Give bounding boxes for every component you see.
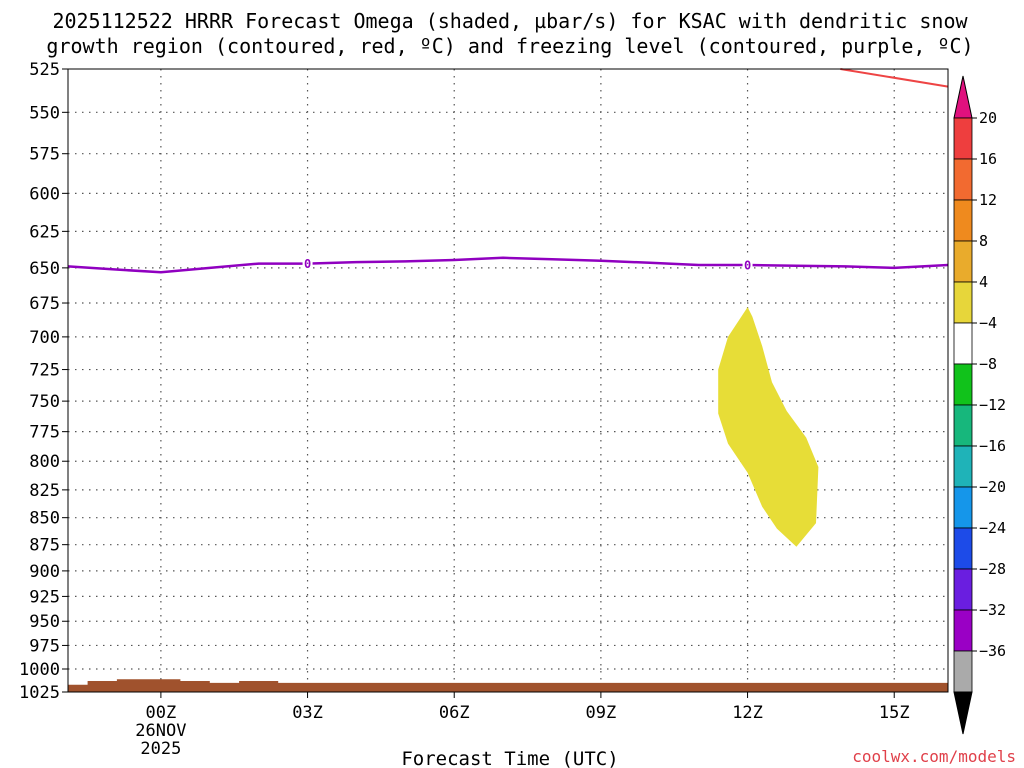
colorbar-bottom-arrow bbox=[953, 691, 973, 735]
colorbar-swatch bbox=[953, 486, 973, 529]
x-tick-label: 06Z bbox=[439, 703, 470, 723]
y-tick-label: 725 bbox=[29, 361, 60, 381]
x-tick-label: 09Z bbox=[586, 703, 617, 723]
x-tick-label: 12Z bbox=[732, 703, 763, 723]
colorbar-label: 20 bbox=[979, 109, 997, 127]
y-tick-label: 900 bbox=[29, 562, 60, 582]
y-tick-label: 750 bbox=[29, 392, 60, 412]
colorbar-label: 12 bbox=[979, 191, 997, 209]
y-tick-label: 525 bbox=[29, 60, 60, 80]
colorbar-label: −36 bbox=[979, 642, 1006, 660]
y-tick-label: 850 bbox=[29, 509, 60, 529]
contour-label-bg bbox=[302, 255, 313, 272]
colorbar-swatch bbox=[953, 240, 973, 283]
omega-shaded-region bbox=[718, 307, 819, 547]
y-tick-label: 650 bbox=[29, 259, 60, 279]
omega-shading bbox=[718, 307, 819, 547]
x-axis-title: Forecast Time (UTC) bbox=[401, 748, 618, 768]
y-tick-label: 775 bbox=[29, 423, 60, 443]
freezing-level-label: 0 bbox=[304, 257, 311, 271]
terrain-polygon bbox=[68, 679, 948, 692]
colorbar-swatch bbox=[953, 281, 973, 324]
y-tick-label: 825 bbox=[29, 481, 60, 501]
colorbar-swatch bbox=[953, 322, 973, 365]
colorbar-label: −28 bbox=[979, 560, 1006, 578]
freezing-level-contour bbox=[67, 256, 949, 274]
grid-lines bbox=[62, 68, 948, 698]
x-tick-label: 15Z bbox=[879, 703, 910, 723]
colorbar-swatch bbox=[953, 363, 973, 406]
colorbar-label: −16 bbox=[979, 437, 1006, 455]
colorbar-swatch bbox=[953, 445, 973, 488]
colorbar-label: −12 bbox=[979, 396, 1006, 414]
chart-title-line2: growth region (contoured, red, ºC) and f… bbox=[46, 34, 973, 58]
y-axis-labels: 525 550 575 600 625 650 675 700 725 750 775 800 825 8… bbox=[19, 60, 60, 703]
x-tick-label: 00Z bbox=[146, 703, 177, 723]
dendritic-growth-contour bbox=[840, 68, 949, 88]
plot-frame bbox=[67, 68, 949, 693]
colorbar-label: 8 bbox=[979, 232, 988, 250]
colorbar-swatch bbox=[953, 199, 973, 242]
y-tick-label: 1000 bbox=[19, 660, 60, 680]
colorbar-label: 16 bbox=[979, 150, 997, 168]
chart-title-line1: 2025112522 HRRR Forecast Omega (shaded, … bbox=[52, 9, 968, 33]
colorbar-label: −20 bbox=[979, 478, 1006, 496]
y-tick-label: 550 bbox=[29, 103, 60, 123]
y-tick-label: 875 bbox=[29, 536, 60, 556]
contour-label-bg bbox=[742, 257, 753, 274]
x-date-label: 26NOV bbox=[135, 721, 186, 741]
x-year-label: 2025 bbox=[140, 739, 181, 759]
y-tick-label: 925 bbox=[29, 587, 60, 607]
colorbar-swatch bbox=[953, 158, 973, 201]
y-tick-label: 600 bbox=[29, 184, 60, 204]
y-tick-label: 700 bbox=[29, 328, 60, 348]
colorbar-swatch bbox=[953, 117, 973, 160]
freezing-level-label: 0 bbox=[744, 259, 751, 273]
colorbar-swatch bbox=[953, 650, 973, 693]
colorbar: 20 16 12 8 4 −4 −8 −12 −16 −20 −24 −28 −32 −36 bbox=[953, 75, 1006, 735]
y-tick-label: 950 bbox=[29, 612, 60, 632]
y-tick-label: 575 bbox=[29, 145, 60, 165]
credit-text: coolwx.com/models bbox=[852, 747, 1016, 766]
y-tick-label: 975 bbox=[29, 636, 60, 656]
colorbar-label: −4 bbox=[979, 314, 997, 332]
colorbar-label: −24 bbox=[979, 519, 1006, 537]
colorbar-label: 4 bbox=[979, 273, 988, 291]
colorbar-swatch bbox=[953, 568, 973, 611]
terrain-fill bbox=[68, 679, 948, 692]
y-tick-label: 675 bbox=[29, 294, 60, 314]
colorbar-swatch bbox=[953, 527, 973, 570]
colorbar-label: −8 bbox=[979, 355, 997, 373]
y-tick-label: 625 bbox=[29, 222, 60, 242]
colorbar-swatch bbox=[953, 404, 973, 447]
colorbar-swatch bbox=[953, 609, 973, 652]
colorbar-label: −32 bbox=[979, 601, 1006, 619]
x-tick-label: 03Z bbox=[292, 703, 323, 723]
y-tick-label: 800 bbox=[29, 452, 60, 472]
y-tick-label: 1025 bbox=[19, 683, 60, 703]
colorbar-top-arrow bbox=[953, 75, 973, 119]
